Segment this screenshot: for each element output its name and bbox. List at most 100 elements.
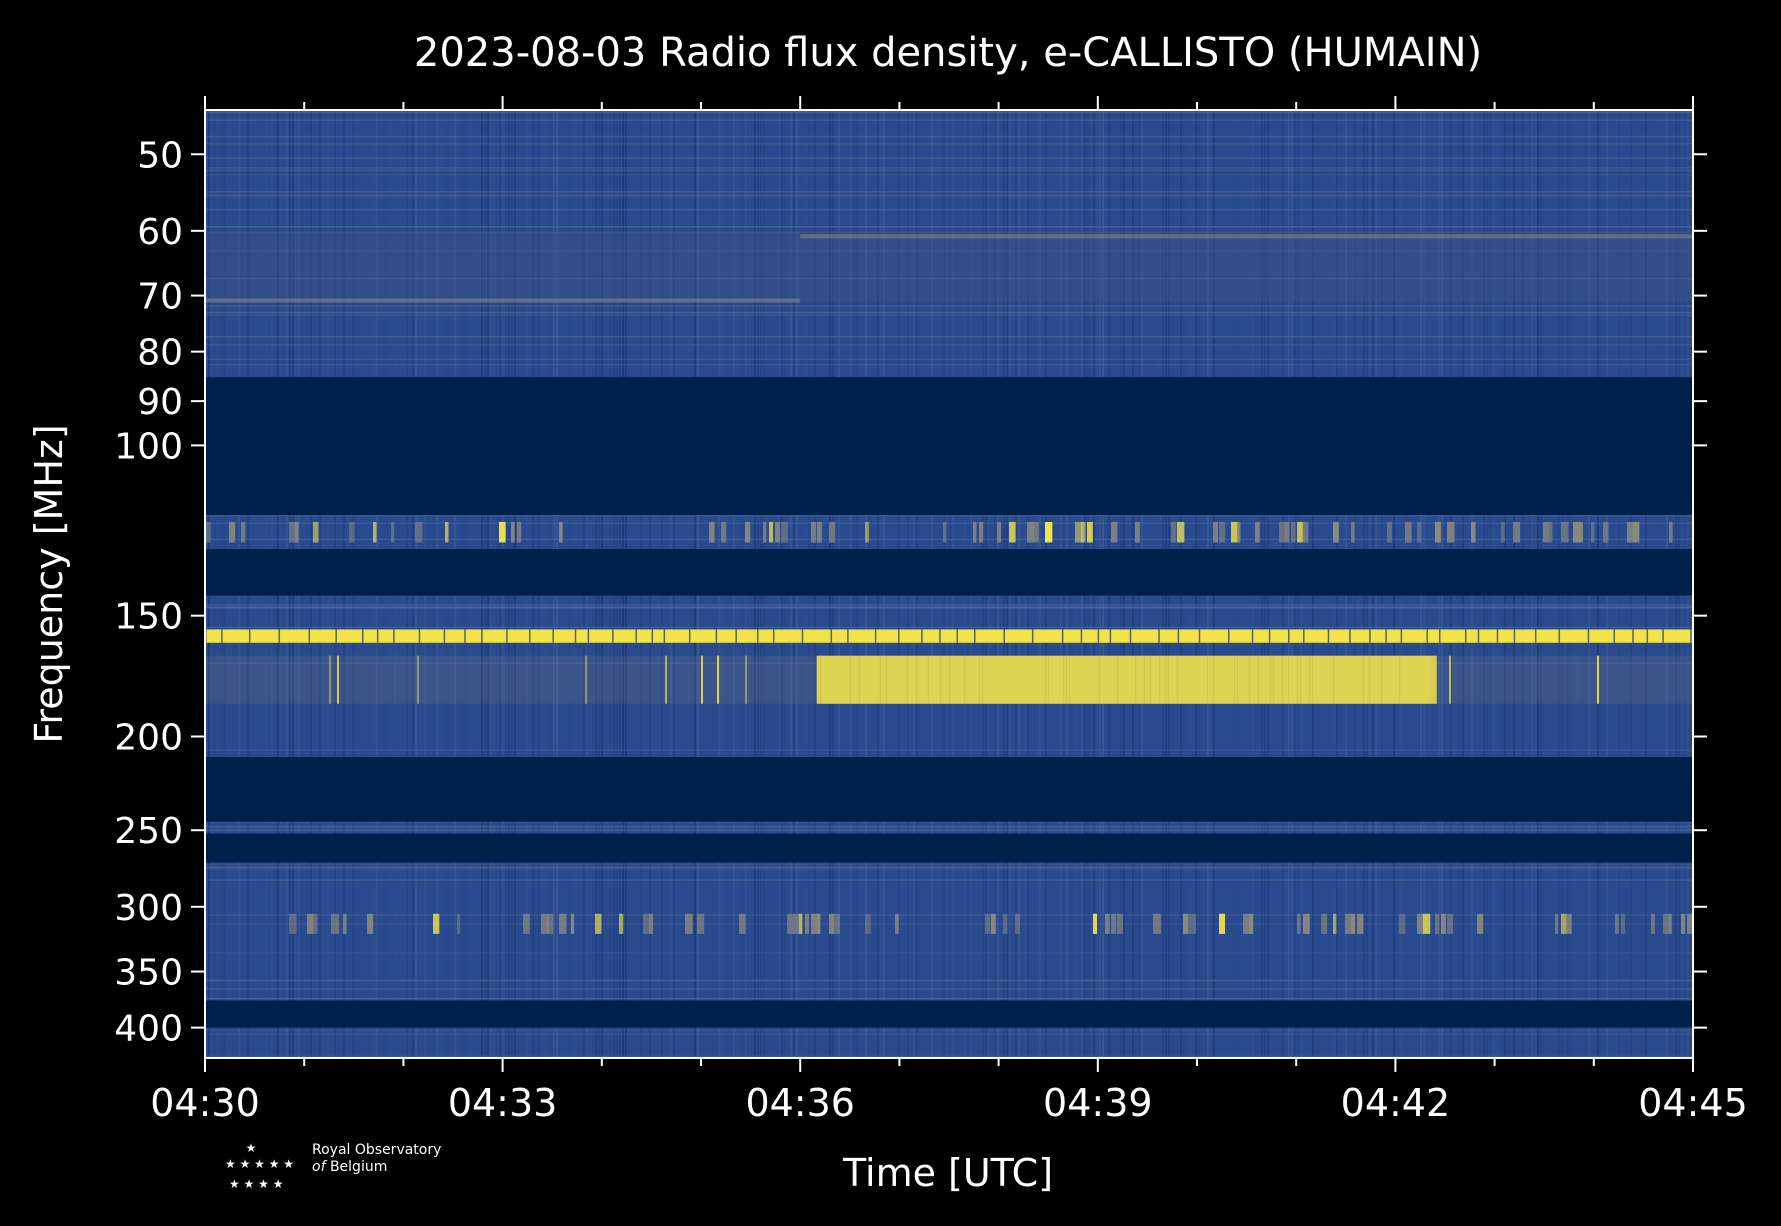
burst: [1501, 521, 1505, 543]
band-gap: [506, 629, 508, 643]
logo-line-2: of: [312, 1159, 326, 1175]
band-gap: [1268, 629, 1271, 643]
freq-line: [205, 923, 1693, 926]
band-gap: [1426, 629, 1428, 643]
band-gap: [1303, 629, 1305, 643]
burst: [769, 521, 774, 543]
burst: [1237, 521, 1241, 543]
burst: [511, 521, 515, 543]
burst: [1351, 913, 1356, 934]
freq-line: [205, 952, 1693, 954]
y-tick-label: 50: [137, 135, 183, 176]
band-gap: [688, 629, 691, 643]
freq-line: [205, 174, 1693, 176]
freq-line: [205, 515, 1693, 517]
masked-band: [205, 377, 1693, 515]
burst: [793, 913, 800, 934]
band-gap: [362, 629, 364, 643]
burst-streak: [717, 655, 719, 704]
burst: [1477, 913, 1484, 934]
bright-streak: [978, 655, 981, 704]
bright-streak: [1158, 655, 1161, 704]
burst: [997, 521, 1002, 543]
bright-streak: [948, 655, 951, 704]
band-gap: [1477, 629, 1480, 643]
y-tick-label: 150: [114, 597, 183, 638]
burst: [541, 913, 549, 934]
x-tick-label: 04:39: [1043, 1081, 1153, 1125]
burst: [1045, 521, 1053, 543]
band-gap: [1177, 629, 1180, 643]
bright-streak: [927, 655, 930, 704]
burst: [1435, 913, 1440, 934]
burst: [739, 913, 746, 934]
x-tick-label: 04:45: [1638, 1081, 1748, 1125]
burst: [307, 913, 314, 934]
burst: [1399, 913, 1406, 934]
bright-streak: [885, 655, 888, 704]
x-tick-label: 04:33: [448, 1081, 558, 1125]
burst: [241, 521, 246, 543]
freq-line: [205, 305, 1693, 307]
x-tick-label: 04:36: [745, 1081, 855, 1125]
burst-streak: [665, 655, 667, 704]
burst: [1513, 521, 1521, 543]
burst: [985, 913, 991, 934]
freq-line: [205, 997, 1693, 1000]
burst-streak: [745, 655, 747, 704]
burst: [829, 913, 835, 934]
burst: [1633, 521, 1640, 543]
burst: [1333, 913, 1337, 934]
bright-streak: [858, 655, 861, 704]
bright-streak: [1236, 655, 1239, 704]
freq-line: [205, 226, 1693, 228]
bright-streak: [1431, 655, 1434, 704]
band-gap: [574, 629, 577, 643]
burst: [373, 521, 377, 543]
bright-streak: [939, 655, 942, 704]
band-gap: [481, 629, 483, 643]
burst: [1321, 913, 1328, 934]
burst: [1579, 521, 1584, 543]
freq-line: [205, 826, 1693, 828]
bright-streak: [1257, 655, 1260, 704]
burst: [205, 521, 211, 543]
burst: [1387, 521, 1392, 543]
burst: [643, 913, 650, 934]
freq-line: [205, 607, 1693, 609]
bright-streak: [1134, 655, 1137, 704]
burst: [559, 521, 563, 543]
freq-line: [205, 166, 1693, 169]
y-tick-label: 100: [114, 426, 183, 467]
burst: [1111, 913, 1117, 934]
bright-streak: [1176, 655, 1179, 704]
burst: [1447, 521, 1455, 543]
freq-line: [205, 603, 1693, 606]
burst: [805, 913, 810, 934]
bright-streak: [1398, 655, 1401, 704]
band-gap: [956, 629, 959, 643]
logo-line-1: Royal Observatory: [312, 1142, 442, 1158]
freq-line: [205, 914, 1693, 916]
freq-line: [205, 606, 1693, 609]
burst: [1351, 521, 1355, 543]
burst: [1093, 913, 1098, 934]
burst: [1423, 913, 1431, 934]
freq-line: [205, 358, 1693, 361]
band-gap: [418, 629, 421, 643]
freq-line: [205, 867, 1693, 870]
burst: [1231, 521, 1239, 543]
bright-streak: [1332, 655, 1335, 704]
band-gap: [1465, 629, 1467, 643]
freq-line: [205, 169, 1693, 172]
burst: [229, 521, 236, 543]
band-gap: [715, 629, 718, 643]
burst: [943, 521, 947, 543]
freq-line: [205, 538, 1693, 541]
burst: [1405, 521, 1412, 543]
band-gap: [1496, 629, 1499, 643]
burst: [1615, 913, 1619, 934]
faint-band: [205, 230, 1693, 302]
freq-line: [205, 336, 1693, 338]
y-tick-label: 70: [137, 277, 183, 318]
